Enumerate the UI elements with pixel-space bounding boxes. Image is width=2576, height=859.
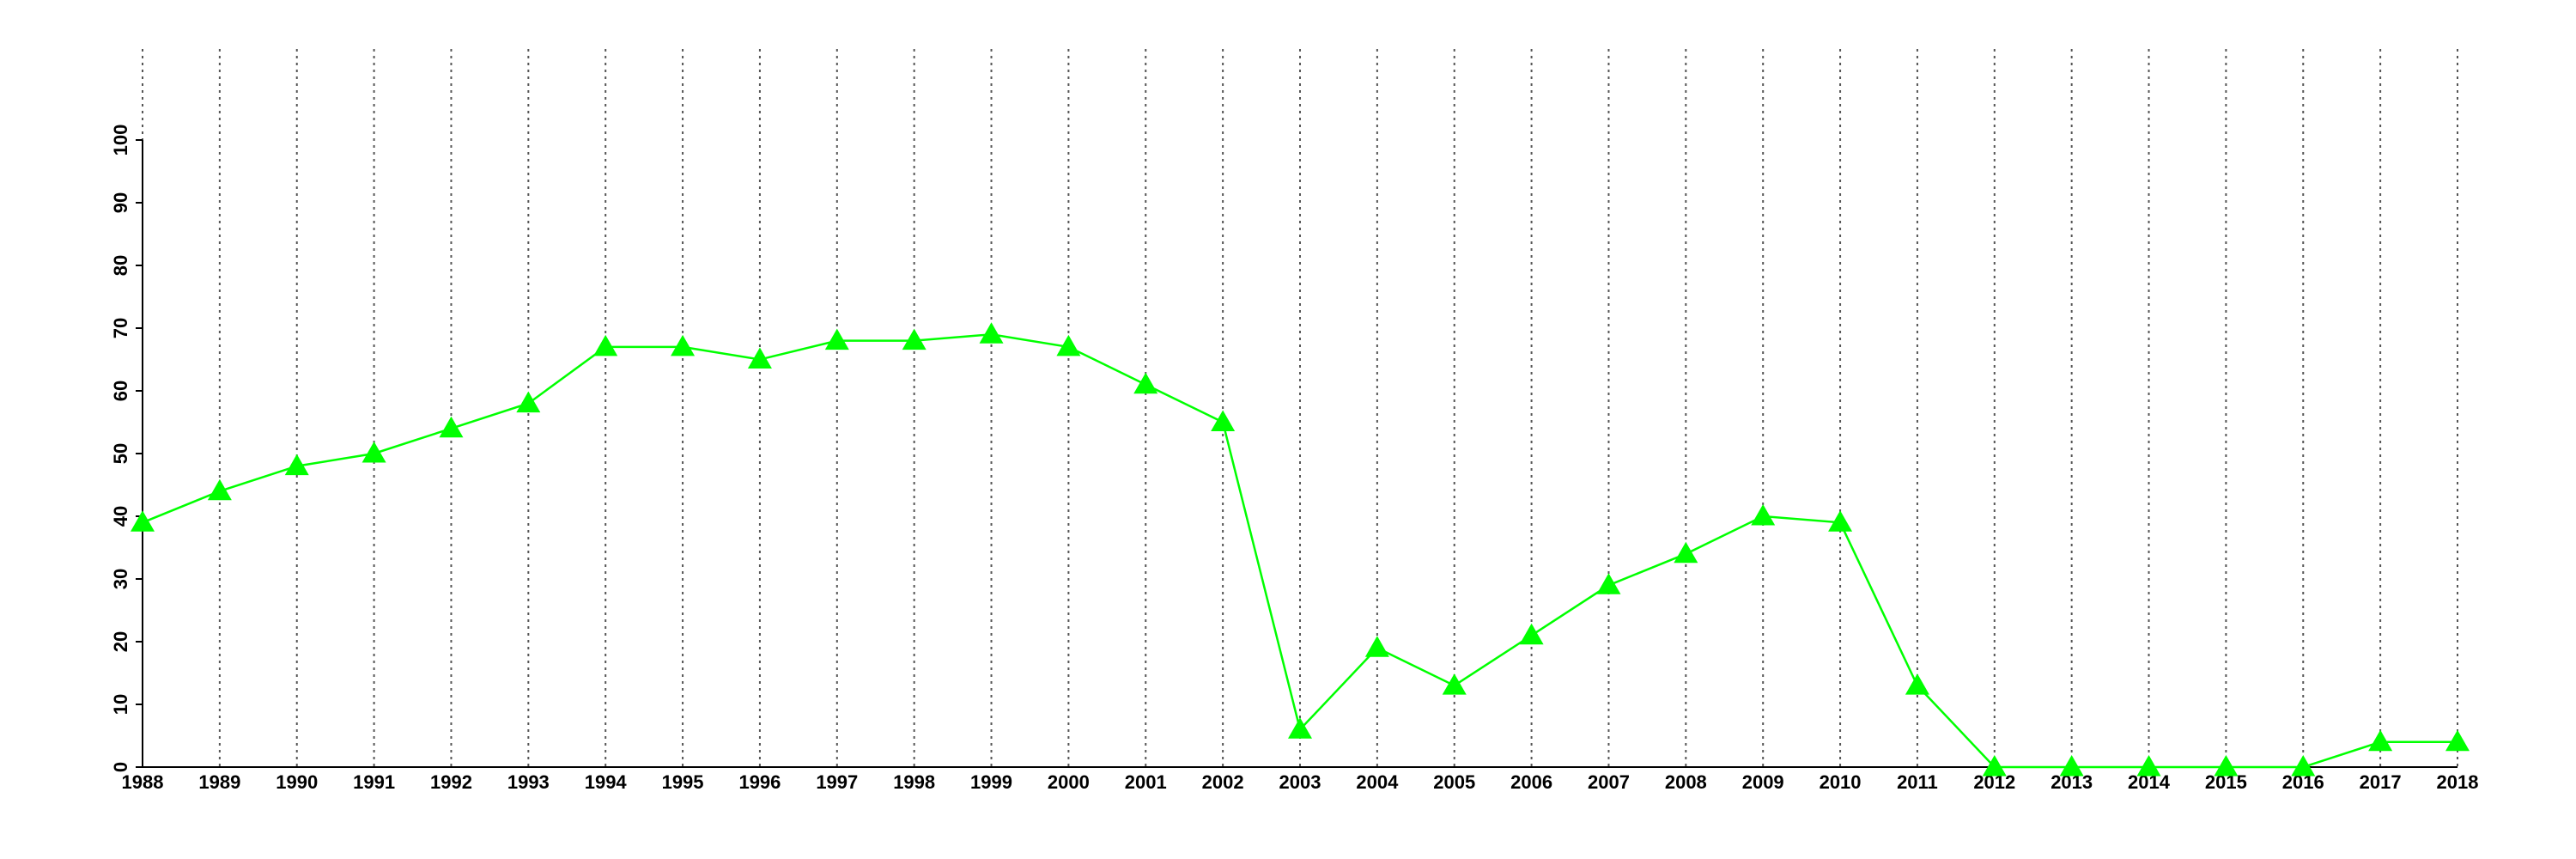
x-tick-label: 2006 <box>1510 771 1552 793</box>
data-marker <box>1905 673 1929 695</box>
data-marker <box>824 328 849 350</box>
data-marker <box>671 334 696 356</box>
data-marker <box>902 328 927 350</box>
y-tick-label: 90 <box>110 192 131 213</box>
data-marker <box>1596 573 1621 594</box>
data-marker <box>1364 636 1389 657</box>
y-tick-label: 0 <box>110 762 131 772</box>
y-tick-label: 20 <box>110 631 131 652</box>
x-tick-label: 2008 <box>1665 771 1707 793</box>
data-marker <box>131 510 155 532</box>
data-marker <box>1751 504 1776 526</box>
x-tick-label: 1988 <box>122 771 164 793</box>
data-marker <box>2368 729 2393 752</box>
data-marker <box>439 416 464 438</box>
y-tick-label: 70 <box>110 318 131 338</box>
x-tick-label: 2011 <box>1897 771 1938 793</box>
x-tick-label: 1989 <box>198 771 240 793</box>
x-tick-label: 1991 <box>353 771 395 793</box>
data-marker <box>516 391 541 413</box>
x-tick-label: 2000 <box>1048 771 1090 793</box>
data-marker <box>1982 755 2007 777</box>
x-tick-label: 1996 <box>738 771 781 793</box>
data-marker <box>361 442 386 463</box>
x-tick-label: 1997 <box>816 771 858 793</box>
data-marker <box>1828 510 1853 532</box>
x-tick-label: 1995 <box>662 771 704 793</box>
y-tick-label: 40 <box>110 506 131 527</box>
y-tick-label: 60 <box>110 381 131 401</box>
x-tick-label: 2002 <box>1202 771 1244 793</box>
x-tick-label: 1998 <box>893 771 935 793</box>
data-marker <box>2059 755 2084 777</box>
data-marker <box>979 322 1004 344</box>
x-tick-label: 2010 <box>1820 771 1862 793</box>
data-marker <box>1211 410 1236 431</box>
x-tick-label: 2003 <box>1279 771 1321 793</box>
data-marker <box>284 454 309 476</box>
x-tick-label: 2001 <box>1125 771 1167 793</box>
y-tick-label: 80 <box>110 255 131 276</box>
y-tick-label: 30 <box>110 569 131 589</box>
x-tick-label: 1992 <box>430 771 472 793</box>
x-tick-label: 2004 <box>1356 771 1399 793</box>
x-tick-label: 2007 <box>1588 771 1630 793</box>
data-marker <box>2214 755 2239 777</box>
data-marker <box>1133 372 1158 394</box>
data-marker <box>2136 755 2161 777</box>
data-marker <box>2291 755 2316 777</box>
x-tick-label: 2018 <box>2437 771 2479 793</box>
data-marker <box>1674 541 1698 564</box>
x-tick-label: 1994 <box>585 771 628 793</box>
data-marker <box>1288 717 1312 739</box>
data-marker <box>207 478 232 501</box>
x-tick-label: 2005 <box>1433 771 1475 793</box>
data-marker <box>2445 729 2470 752</box>
x-tick-label: 1993 <box>507 771 550 793</box>
x-tick-label: 2009 <box>1742 771 1784 793</box>
data-marker <box>1442 673 1467 695</box>
y-tick-label: 50 <box>110 443 131 464</box>
y-tick-label: 10 <box>110 694 131 715</box>
data-marker <box>593 334 618 356</box>
x-tick-label: 2017 <box>2360 771 2402 793</box>
y-tick-label: 100 <box>110 125 131 156</box>
x-tick-label: 1990 <box>276 771 318 793</box>
data-marker <box>1056 334 1081 356</box>
data-marker <box>1519 623 1544 645</box>
x-tick-label: 1999 <box>970 771 1012 793</box>
data-marker <box>747 347 772 369</box>
